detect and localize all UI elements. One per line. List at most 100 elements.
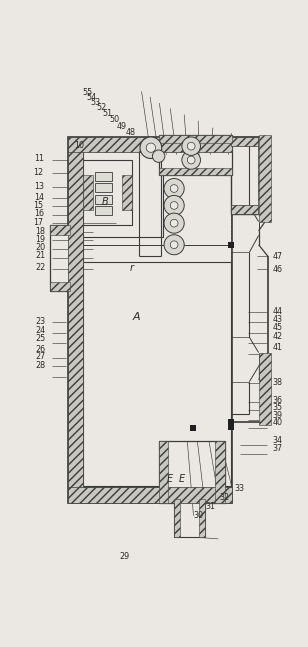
Text: 54: 54 [87, 93, 96, 102]
Bar [68, 137, 83, 503]
Circle shape [164, 213, 184, 233]
Text: 55: 55 [82, 88, 93, 97]
Text: 50: 50 [109, 115, 120, 124]
Text: 28: 28 [35, 361, 45, 370]
Text: 32: 32 [219, 492, 229, 501]
Text: 52: 52 [96, 103, 106, 112]
Text: 17: 17 [34, 217, 44, 226]
Bar [190, 425, 196, 431]
Bar [231, 204, 267, 214]
Circle shape [170, 184, 178, 192]
Bar [68, 137, 232, 152]
Text: 27: 27 [35, 352, 45, 361]
Bar [95, 195, 112, 204]
Text: 22: 22 [35, 263, 45, 272]
Circle shape [170, 219, 178, 227]
Text: r: r [130, 263, 134, 273]
Bar [199, 499, 205, 537]
Text: 31: 31 [205, 501, 215, 510]
Text: 46: 46 [273, 265, 282, 274]
Bar [174, 499, 205, 537]
Text: 20: 20 [35, 243, 45, 252]
Text: 37: 37 [273, 444, 282, 453]
Bar [159, 135, 232, 143]
Bar [83, 160, 132, 226]
Bar [159, 441, 168, 503]
Text: A: A [132, 312, 140, 322]
Circle shape [164, 235, 184, 255]
Text: E: E [179, 474, 185, 484]
Bar [159, 441, 225, 503]
Bar [68, 487, 232, 503]
Bar [259, 135, 271, 222]
Circle shape [182, 151, 201, 170]
Bar [50, 226, 70, 291]
Text: 15: 15 [34, 201, 44, 210]
Text: 24: 24 [35, 325, 45, 334]
Text: 13: 13 [34, 182, 44, 191]
Text: 14: 14 [34, 193, 44, 202]
Circle shape [164, 179, 184, 199]
Text: 11: 11 [34, 154, 44, 163]
Text: 18: 18 [35, 226, 45, 236]
Text: 43: 43 [273, 314, 282, 324]
Circle shape [146, 143, 156, 152]
Text: 48: 48 [125, 128, 136, 137]
Bar [68, 137, 232, 503]
Text: 51: 51 [103, 109, 113, 118]
Bar [95, 183, 112, 192]
Text: 34: 34 [273, 436, 282, 445]
Circle shape [164, 195, 184, 215]
Text: 45: 45 [273, 324, 282, 332]
Text: 19: 19 [35, 235, 45, 243]
Text: 16: 16 [34, 208, 44, 217]
Text: B: B [101, 197, 108, 207]
Circle shape [170, 241, 178, 248]
Bar [259, 353, 271, 425]
Circle shape [182, 137, 201, 155]
Text: 23: 23 [35, 317, 45, 326]
Text: 29: 29 [119, 553, 130, 562]
Text: 33: 33 [234, 484, 244, 493]
Circle shape [187, 156, 195, 164]
Circle shape [187, 142, 195, 150]
Text: 38: 38 [273, 378, 282, 387]
Bar [83, 148, 163, 237]
Text: 39: 39 [273, 411, 282, 420]
Text: 36: 36 [273, 396, 282, 405]
Text: 47: 47 [273, 252, 282, 261]
Bar [174, 499, 180, 537]
Bar [215, 441, 225, 503]
Bar [83, 263, 231, 486]
Text: 53: 53 [91, 98, 101, 107]
Bar [95, 206, 112, 215]
Bar [258, 137, 267, 214]
Text: 21: 21 [35, 252, 45, 261]
Text: 44: 44 [273, 307, 282, 316]
Bar [159, 135, 232, 175]
Bar [231, 137, 267, 214]
Bar [95, 171, 112, 181]
Text: 40: 40 [273, 418, 282, 427]
Text: 41: 41 [273, 343, 282, 352]
Text: 12: 12 [34, 168, 44, 177]
Bar [122, 175, 132, 210]
Text: 30: 30 [193, 510, 203, 520]
Text: E: E [166, 474, 172, 484]
Circle shape [152, 150, 165, 162]
Text: 10: 10 [74, 142, 84, 150]
Bar [159, 168, 232, 175]
Circle shape [170, 202, 178, 210]
Bar [231, 137, 267, 146]
Text: 26: 26 [35, 345, 45, 354]
Text: 35: 35 [273, 403, 282, 412]
Circle shape [140, 137, 162, 159]
Text: 49: 49 [116, 122, 127, 131]
Text: 42: 42 [273, 332, 282, 341]
Bar [228, 424, 234, 430]
Bar [228, 419, 234, 425]
Text: 25: 25 [35, 334, 45, 343]
Bar [50, 281, 70, 291]
Bar [228, 241, 234, 248]
Bar [83, 175, 93, 210]
